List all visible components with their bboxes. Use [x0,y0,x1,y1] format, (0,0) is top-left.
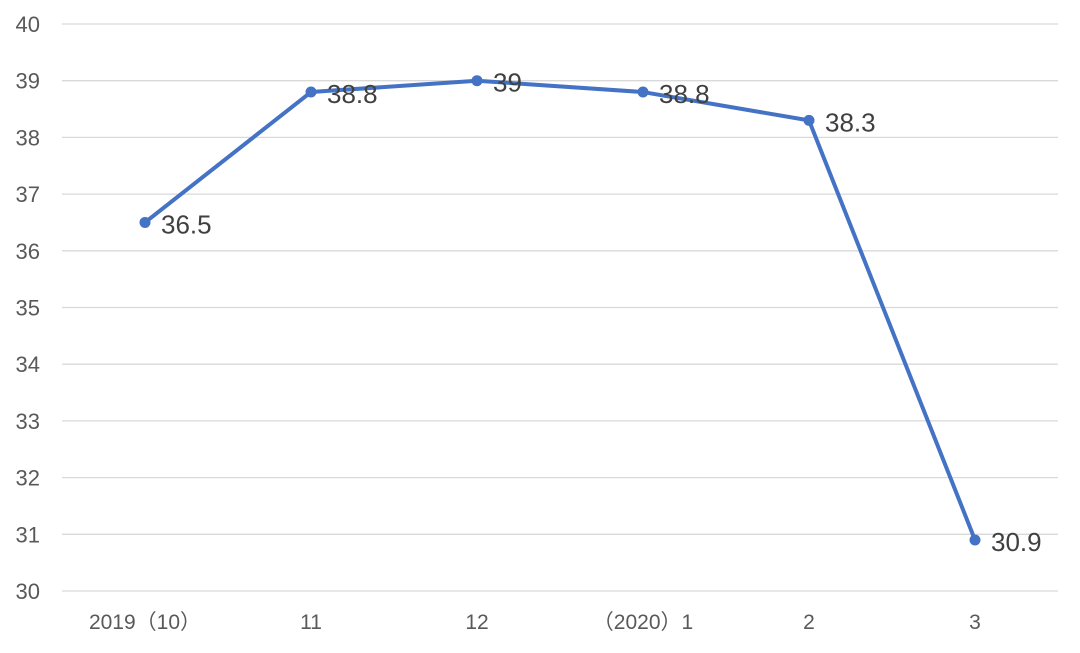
x-category-label: 3 [969,611,981,634]
data-label: 38.8 [327,79,378,109]
y-tick-label: 34 [16,352,40,377]
data-labels: 36.5 38.8 39 38.8 38.3 30.9 [161,68,1042,557]
x-category-label: 11 [300,611,322,634]
y-tick-label: 35 [16,296,40,321]
x-axis-categories: 2019（10） 11 12 （2020）1 2 3 [89,611,981,634]
y-tick-label: 31 [16,522,40,547]
data-label: 38.8 [659,79,710,109]
y-tick-label: 37 [16,182,40,207]
y-tick-label: 40 [16,12,40,37]
data-point [305,86,317,98]
x-category-label: 12 [465,611,488,634]
gridlines [62,23,1058,592]
y-tick-label: 36 [16,239,40,264]
data-point [139,216,151,228]
data-label: 30.9 [991,527,1042,557]
x-category-label: 2 [803,611,815,634]
data-label: 36.5 [161,209,212,239]
data-point [969,534,981,546]
x-category-label: 2019（10） [89,611,201,634]
data-point [471,75,483,87]
data-point [803,114,815,126]
y-tick-label: 30 [16,579,40,604]
y-axis-ticks: 30 31 32 33 34 35 36 37 38 39 40 [16,12,40,604]
series-layer [139,75,981,546]
y-tick-label: 38 [16,125,40,150]
series-line [143,78,977,542]
y-tick-label: 39 [16,69,40,94]
data-point [637,86,649,98]
data-label: 38.3 [825,107,876,137]
y-tick-label: 32 [16,466,40,491]
data-label: 39 [493,68,522,98]
y-tick-label: 33 [16,409,40,434]
x-category-label: （2020）1 [593,611,693,634]
